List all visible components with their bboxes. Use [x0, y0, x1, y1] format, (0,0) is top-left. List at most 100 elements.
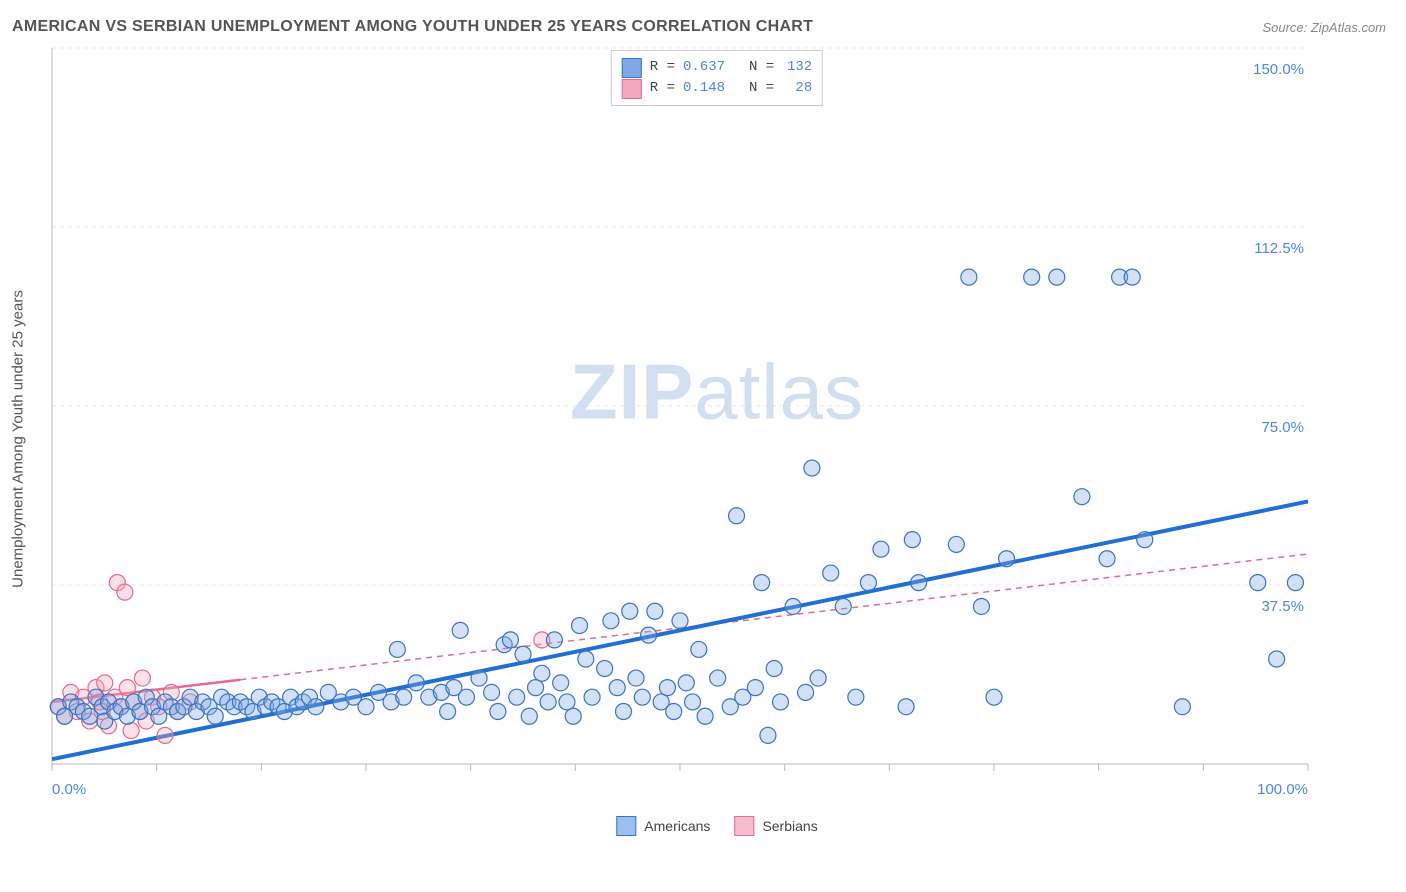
legend-n-label: N = [749, 57, 774, 78]
legend-swatch [734, 816, 754, 836]
data-point [609, 680, 625, 696]
data-point [1124, 269, 1140, 285]
data-point [810, 670, 826, 686]
data-point [785, 598, 801, 614]
data-point [584, 689, 600, 705]
source-attribution: Source: ZipAtlas.com [1262, 20, 1386, 35]
data-point [754, 575, 770, 591]
data-point [634, 689, 650, 705]
data-point [578, 651, 594, 667]
data-point [528, 680, 544, 696]
data-point [540, 694, 556, 710]
data-point [546, 632, 562, 648]
data-point [509, 689, 525, 705]
x-tick-label: 100.0% [1257, 781, 1308, 798]
data-point [97, 675, 113, 691]
data-point [534, 665, 550, 681]
data-point [389, 641, 405, 657]
legend-swatch [622, 79, 642, 99]
data-point [873, 541, 889, 557]
data-point [408, 675, 424, 691]
data-point [603, 613, 619, 629]
data-point [948, 536, 964, 552]
data-point [710, 670, 726, 686]
legend-item: Serbians [734, 816, 817, 836]
data-point [835, 598, 851, 614]
data-point [904, 532, 920, 548]
data-point [823, 565, 839, 581]
legend-row: R = 0.637 N = 132 [622, 57, 812, 78]
data-point [1250, 575, 1266, 591]
legend-n-label: N = [749, 78, 774, 99]
data-point [672, 613, 688, 629]
legend-r-label: R = [650, 78, 675, 99]
correlation-legend: R = 0.637 N = 132 R = 0.148 N = 28 [611, 50, 823, 106]
data-point [1049, 269, 1065, 285]
data-point [521, 708, 537, 724]
legend-r-value: 0.148 [683, 78, 725, 99]
legend-item: Americans [616, 816, 710, 836]
data-point [515, 646, 531, 662]
data-point [647, 603, 663, 619]
data-point [911, 575, 927, 591]
data-point [685, 694, 701, 710]
data-point [1269, 651, 1285, 667]
data-point [553, 675, 569, 691]
legend-n-value: 132 [782, 57, 812, 78]
data-point [119, 680, 135, 696]
data-point [502, 632, 518, 648]
data-point [1074, 489, 1090, 505]
data-point [766, 661, 782, 677]
scatter-plot-svg: 37.5%75.0%112.5%150.0%0.0%100.0% [48, 44, 1368, 804]
data-point [986, 689, 1002, 705]
data-point [804, 460, 820, 476]
data-point [898, 699, 914, 715]
data-point [484, 684, 500, 700]
data-point [628, 670, 644, 686]
data-point [961, 269, 977, 285]
data-point [1137, 532, 1153, 548]
data-point [452, 622, 468, 638]
data-point [559, 694, 575, 710]
data-point [622, 603, 638, 619]
y-axis-label: Unemployment Among Youth under 25 years [10, 290, 27, 588]
data-point [678, 675, 694, 691]
data-point [860, 575, 876, 591]
plot-area: Unemployment Among Youth under 25 years … [48, 44, 1386, 834]
x-tick-label: 0.0% [52, 781, 86, 798]
legend-row: R = 0.148 N = 28 [622, 78, 812, 99]
data-point [123, 723, 139, 739]
data-point [157, 727, 173, 743]
data-point [572, 618, 588, 634]
data-point [772, 694, 788, 710]
y-tick-label: 150.0% [1253, 61, 1304, 78]
data-point [565, 708, 581, 724]
data-point [308, 699, 324, 715]
data-point [1099, 551, 1115, 567]
data-point [117, 584, 133, 600]
data-point [691, 641, 707, 657]
data-point [597, 661, 613, 677]
data-point [641, 627, 657, 643]
legend-n-value: 28 [782, 78, 812, 99]
data-point [747, 680, 763, 696]
data-point [396, 689, 412, 705]
data-point [458, 689, 474, 705]
legend-swatch [622, 58, 642, 78]
y-tick-label: 37.5% [1261, 598, 1304, 615]
data-point [659, 680, 675, 696]
data-point [760, 727, 776, 743]
data-point [1024, 269, 1040, 285]
series-legend: Americans Serbians [616, 816, 817, 836]
data-point [999, 551, 1015, 567]
data-point [134, 670, 150, 686]
legend-r-label: R = [650, 57, 675, 78]
data-point [973, 598, 989, 614]
data-point [358, 699, 374, 715]
chart-title: AMERICAN VS SERBIAN UNEMPLOYMENT AMONG Y… [12, 18, 813, 36]
data-point [697, 708, 713, 724]
data-point [471, 670, 487, 686]
legend-label: Serbians [762, 818, 817, 834]
title-bar: AMERICAN VS SERBIAN UNEMPLOYMENT AMONG Y… [0, 0, 1406, 44]
data-point [490, 703, 506, 719]
